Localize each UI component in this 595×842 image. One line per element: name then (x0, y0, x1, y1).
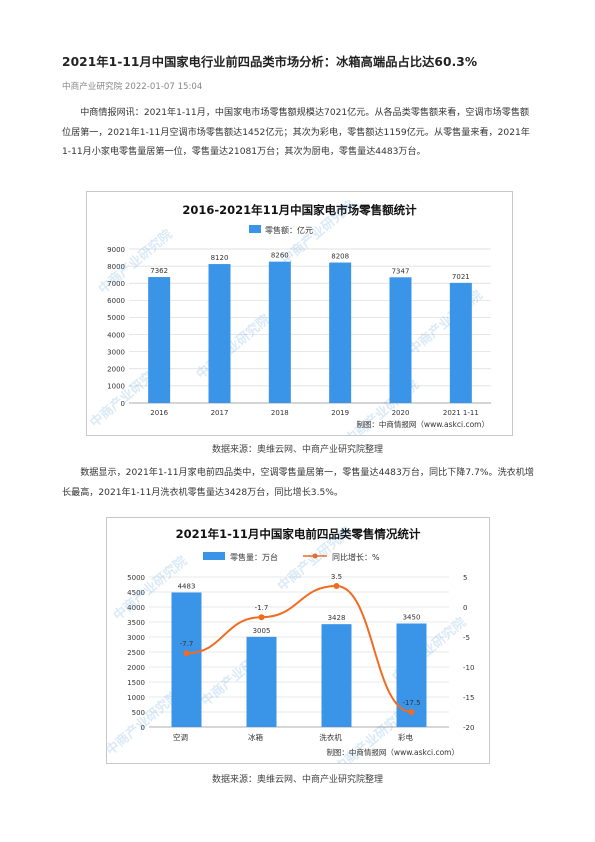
growth-point (408, 709, 415, 715)
data-label: 7021 (452, 273, 470, 281)
bar (449, 282, 472, 403)
watermark-text: 中商产业研究院 (193, 312, 273, 383)
x-tick-label: 2017 (211, 409, 229, 417)
chart-credit: 制图：中商情报网（www.askci.com） (326, 747, 459, 757)
chart-retail-sales-frame: 2016-2021年11月中国家电市场零售额统计零售额：亿元 0 1000 2000 3… (86, 191, 513, 448)
y2-tick-label: -5 (463, 634, 470, 642)
y-tick-label: 3500 (127, 619, 145, 627)
y-tick-label: 4000 (127, 604, 145, 612)
y-tick-label: 9000 (107, 246, 125, 254)
article-meta: 中商产业研究院 2022-01-07 15:04 (62, 80, 202, 92)
data-label: 3005 (253, 627, 271, 635)
growth-point (333, 583, 340, 589)
data-label: 8120 (211, 254, 229, 262)
x-tick-label: 冰箱 (248, 732, 263, 742)
y-tick-label: 5000 (127, 574, 145, 582)
y-tick-label: 7000 (107, 280, 125, 288)
x-tick-label: 彩电 (398, 732, 413, 742)
legend-swatch-marker (312, 553, 318, 559)
chart-legend: 零售量：万台 同比增长：% (203, 552, 380, 562)
x-tick-label: 2019 (331, 409, 349, 417)
legend-swatch-bar (203, 552, 225, 560)
y-tick-label: 3000 (127, 634, 145, 642)
article-source[interactable]: 中商产业研究院 (62, 82, 123, 92)
y-tick-label: 5000 (107, 314, 125, 322)
bar (208, 264, 231, 403)
growth-line (186, 584, 412, 713)
bar (389, 277, 412, 403)
legend-label-line: 同比增长：% (332, 552, 380, 562)
chart-title: 2021年1-11月中国家电前四品类零售情况统计 (176, 527, 421, 541)
y-tick-label: 0 (141, 724, 145, 732)
y-tick-label: 8000 (107, 263, 125, 271)
data-label: 7362 (150, 267, 168, 275)
article-title: 2021年1-11月中国家电行业前四品类市场分析：冰箱高端品占比达60.3% (62, 55, 478, 69)
y-tick-label: 4000 (107, 331, 125, 339)
chart-title: 2016-2021年11月中国家电市场零售额统计 (182, 203, 417, 217)
chart-caption-1: 数据来源：奥维云网、中商产业研究院整理 (211, 445, 383, 455)
growth-point (258, 614, 265, 621)
paragraph-intro: 中商情报网讯：2021年1-11月，中国家电市场零售额规模达7021亿元。从各品… (62, 108, 530, 157)
y-tick-label: 0 (121, 400, 125, 408)
growth-label: -1.7 (255, 604, 269, 612)
y2-tick-label: -10 (463, 664, 474, 672)
data-label: 4483 (178, 583, 196, 591)
legend-label: 零售额：亿元 (265, 225, 313, 235)
bar (329, 262, 352, 403)
bar (148, 277, 171, 403)
x-tick-label: 2016 (150, 409, 168, 417)
bar (268, 261, 291, 403)
growth-label: 3.5 (331, 573, 342, 581)
y2-tick-label: 0 (463, 604, 467, 612)
y-tick-label: 6000 (107, 297, 125, 305)
chart-legend: 零售额：亿元 (249, 225, 313, 235)
data-label: 7347 (392, 267, 410, 275)
y-tick-label: 500 (132, 709, 145, 717)
y-tick-label: 3000 (107, 348, 125, 356)
growth-label: -7.7 (180, 640, 194, 648)
data-label: 8260 (271, 252, 289, 260)
y-tick-label: 2000 (107, 366, 125, 374)
bar (246, 636, 277, 727)
y-tick-label: 4500 (127, 589, 145, 597)
x-tick-label: 2020 (392, 409, 410, 417)
article-date: 2022-01-07 15:04 (124, 82, 203, 92)
bar (321, 624, 352, 727)
x-tick-label: 空调 (173, 732, 188, 742)
y-tick-label: 1500 (127, 679, 145, 687)
chart-caption-2: 数据来源：奥维云网、中商产业研究院整理 (211, 775, 383, 785)
y2-tick-label: -15 (463, 694, 474, 702)
y-tick-label: 2500 (127, 649, 145, 657)
growth-point (183, 650, 190, 657)
chart-category-sales-frame: 2021年1-11月中国家电前四品类零售情况统计零售量：万台 同比增长：% 0 500… (103, 517, 490, 776)
legend-swatch (249, 225, 261, 233)
x-tick-label: 2018 (271, 409, 289, 417)
y-tick-label: 1000 (107, 383, 125, 391)
paragraph-categories: 数据显示，2021年1-11月家电前四品类中，空调零售量居第一，零售量达4483… (62, 468, 534, 498)
data-label: 3428 (328, 614, 346, 622)
y-tick-label: 2000 (127, 664, 145, 672)
y-tick-label: 1000 (127, 694, 145, 702)
watermark-text: 中商产业研究院 (406, 287, 486, 358)
growth-label: -17.5 (402, 699, 420, 707)
data-label: 3450 (403, 614, 421, 622)
bar (171, 592, 202, 727)
x-tick-label: 洗衣机 (319, 732, 342, 742)
x-tick-label: 2021 1-11 (443, 409, 479, 417)
chart-credit: 制图：中商情报网（www.askci.com） (356, 419, 489, 429)
legend-label-bar: 零售量：万台 (230, 552, 278, 562)
y2-tick-label: -20 (463, 724, 474, 732)
y2-tick-label: 5 (463, 574, 467, 582)
data-label: 8208 (331, 253, 349, 261)
